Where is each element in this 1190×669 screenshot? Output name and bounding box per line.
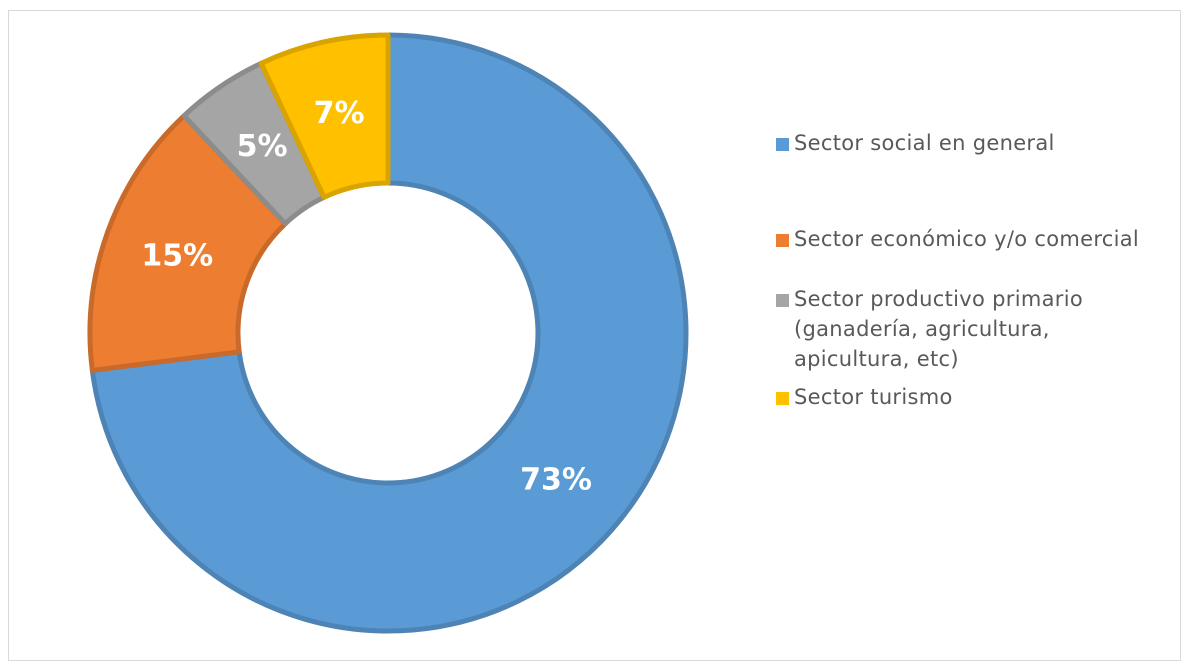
donut-segment xyxy=(87,113,288,373)
legend-swatch xyxy=(776,138,789,151)
legend-item: Sector turismo xyxy=(776,382,1156,412)
chart-frame xyxy=(8,10,1181,661)
legend-item: Sector productivo primario (ganadería, a… xyxy=(776,284,1156,374)
legend-label: Sector productivo primario (ganadería, a… xyxy=(794,287,1083,371)
data-label: 7% xyxy=(314,96,365,131)
legend-label: Sector social en general xyxy=(794,131,1055,155)
data-label: 5% xyxy=(237,129,288,164)
legend-item: Sector social en general xyxy=(776,128,1156,158)
data-label: 73% xyxy=(520,463,592,498)
legend-swatch xyxy=(776,294,789,307)
legend-item: Sector económico y/o comercial xyxy=(776,224,1156,254)
legend-label: Sector turismo xyxy=(794,385,953,409)
legend-swatch xyxy=(776,234,789,247)
donut-segment xyxy=(89,32,689,634)
legend-label: Sector económico y/o comercial xyxy=(794,227,1140,251)
legend-swatch xyxy=(776,392,789,405)
legend: Sector social en general Sector económico… xyxy=(776,128,1156,412)
data-label: 15% xyxy=(141,239,213,274)
donut-segment xyxy=(258,32,391,200)
